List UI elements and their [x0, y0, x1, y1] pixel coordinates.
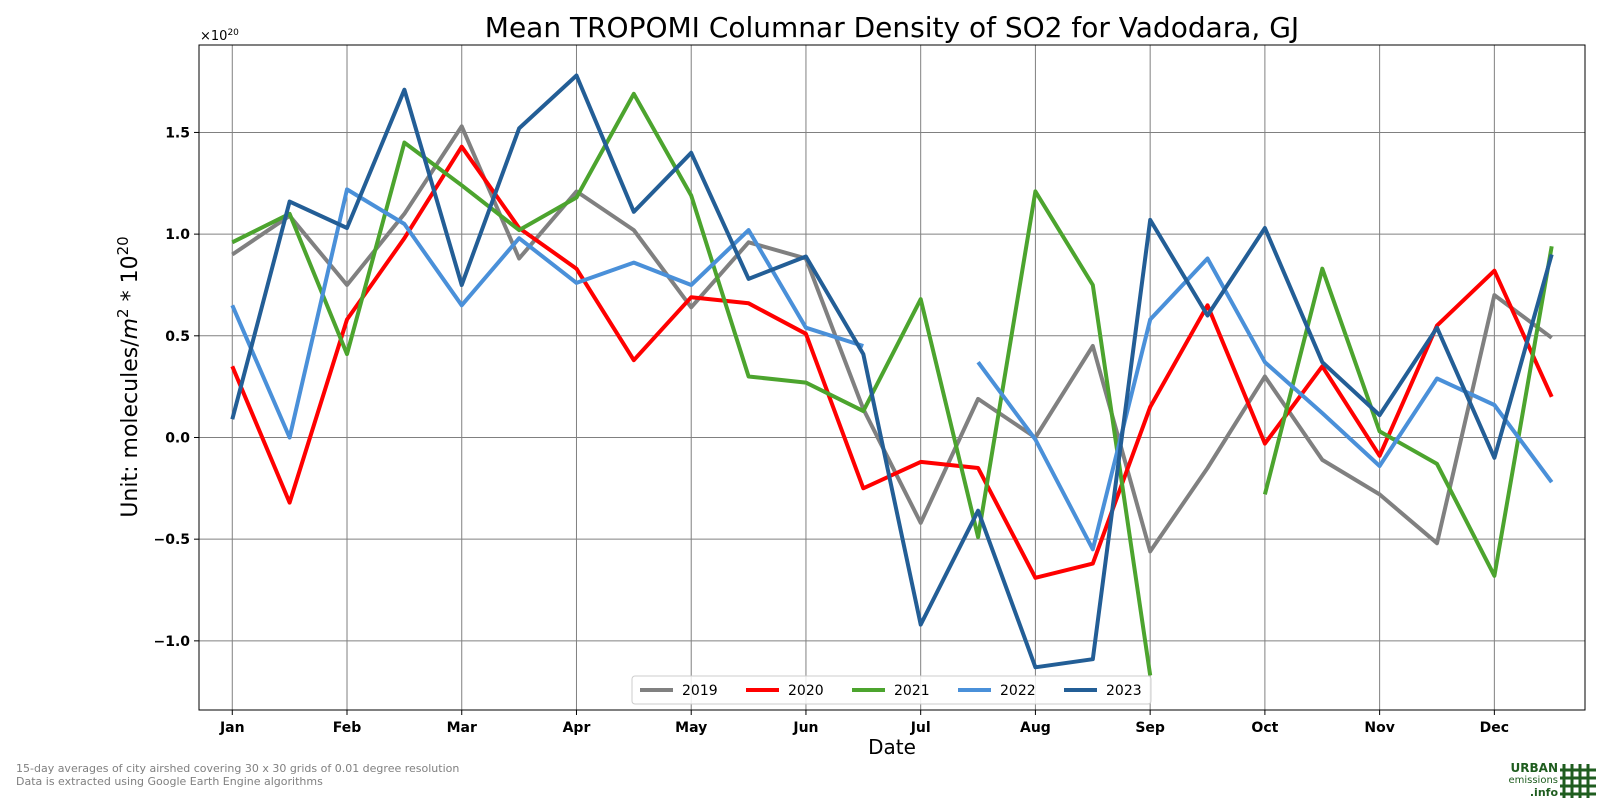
y-tick-label: 1.0	[165, 227, 190, 243]
series-2019	[231, 124, 1553, 554]
legend: 2019 2020 2021 2022 2023	[631, 675, 1152, 705]
x-tick-label-jan: Jan	[219, 720, 245, 736]
series-line-2020	[230, 144, 1554, 580]
x-tick-label-sep: Sep	[1135, 720, 1165, 736]
x-tick-label-oct: Oct	[1251, 720, 1278, 736]
x-tick-label-apr: Apr	[563, 720, 591, 736]
plot-area	[198, 44, 1586, 711]
logo-text-emissions: emissions	[1508, 775, 1558, 786]
x-tick-label-jun: Jun	[792, 720, 818, 736]
series-line-2022	[230, 187, 864, 440]
x-axis-ticks: Jan Feb Mar Apr May Jun Jul Aug Sep Oct Nov Dec	[219, 710, 1509, 736]
legend-box	[631, 675, 1152, 705]
legend-label-2020: 2020	[788, 683, 824, 699]
x-tick-label-may: May	[675, 720, 707, 736]
series-2020	[230, 144, 1554, 580]
y-axis-ticks: −1.0 −0.5 0.0 0.5 1.0 1.5	[153, 125, 199, 650]
x-tick-label-jul: Jul	[910, 720, 931, 736]
y-axis-label: Unit: molecules/m2 * 1020	[114, 236, 143, 517]
x-tick-label-feb: Feb	[333, 720, 362, 736]
series-line-2019	[231, 124, 1553, 554]
chart-title: Mean TROPOMI Columnar Density of SO2 for…	[485, 11, 1299, 44]
legend-label-2022: 2022	[1000, 683, 1036, 699]
x-tick-label-mar: Mar	[447, 720, 477, 736]
legend-label-2019: 2019	[682, 683, 718, 699]
footnote-resolution: 15-day averages of city airshed covering…	[16, 762, 460, 775]
urban-emissions-logo: URBAN emissions .info	[1500, 760, 1600, 800]
legend-label-2021: 2021	[894, 683, 930, 699]
series-2022	[230, 187, 1554, 552]
series-layer	[230, 73, 1554, 676]
x-tick-label-dec: Dec	[1480, 720, 1509, 736]
legend-label-2023: 2023	[1106, 683, 1142, 699]
y-tick-label: 1.5	[165, 125, 190, 141]
series-line-2023	[230, 73, 1554, 670]
logo-text-info: .info	[1529, 786, 1558, 799]
series-line-2021	[1262, 245, 1554, 578]
logo-text-urban: URBAN	[1510, 761, 1558, 775]
series-line-2022	[976, 256, 1554, 552]
y-axis-offset-label: ×1020	[200, 28, 239, 44]
chart-canvas: Mean TROPOMI Columnar Density of SO2 for…	[114, 11, 1586, 759]
x-tick-label-nov: Nov	[1364, 720, 1394, 736]
y-tick-label: −0.5	[153, 532, 190, 548]
y-tick-label: 0.0	[165, 430, 190, 446]
logo-grid-icon	[1560, 764, 1596, 798]
series-2023	[230, 73, 1554, 670]
y-tick-label: −1.0	[153, 634, 190, 650]
plot-frame	[198, 44, 1586, 711]
footnote-source: Data is extracted using Google Earth Eng…	[16, 775, 323, 788]
y-tick-label: 0.5	[165, 329, 190, 345]
x-axis-label: Date	[868, 735, 916, 759]
x-tick-label-aug: Aug	[1020, 720, 1051, 736]
